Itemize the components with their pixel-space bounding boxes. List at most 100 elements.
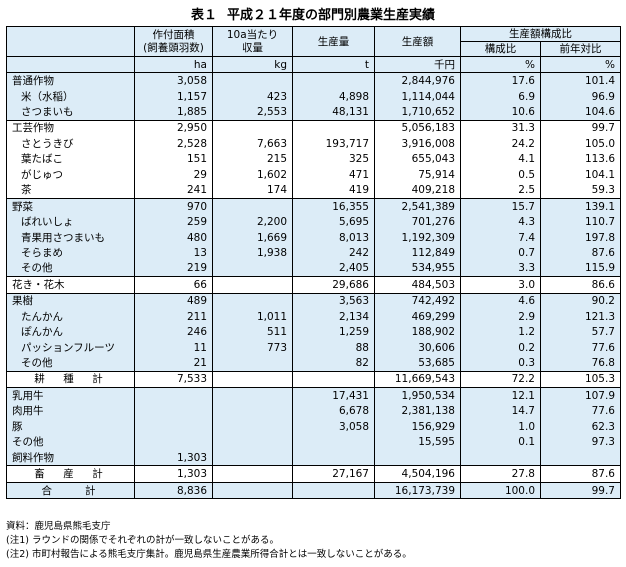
value-cell xyxy=(212,119,293,137)
header-yield: 10a当たり 収量 xyxy=(212,26,293,57)
value-cell: 27,167 xyxy=(292,465,375,483)
value-cell: 31.3 xyxy=(460,119,541,137)
row-label: そらまめ xyxy=(6,245,135,261)
value-cell: 113.6 xyxy=(540,151,621,168)
value-cell xyxy=(212,370,293,388)
value-cell: 0.1 xyxy=(460,434,541,450)
table-row: パッションフルーツ 11 773 88 30,606 0.2 77.6 xyxy=(6,339,621,356)
value-cell: 72.2 xyxy=(460,370,541,388)
table-row: 肉用牛 6,678 2,381,138 14.7 77.6 xyxy=(6,403,621,420)
value-cell: 325 xyxy=(292,151,375,168)
value-cell: 99.7 xyxy=(540,119,621,137)
value-cell: 15.7 xyxy=(460,197,541,215)
value-cell xyxy=(292,449,375,466)
value-cell: 701,276 xyxy=(374,214,461,230)
value-cell: 0.7 xyxy=(460,245,541,261)
value-cell: 2,134 xyxy=(292,309,375,325)
value-cell: 655,043 xyxy=(374,151,461,168)
value-cell: 53,685 xyxy=(374,355,461,372)
value-cell: 87.6 xyxy=(540,465,621,483)
row-label: 合 計 xyxy=(6,481,135,500)
notes: 資料：鹿児島県熊毛支庁 (注1) ラウンドの関係でそれぞれの計が一致しないことが… xyxy=(6,520,412,562)
row-label: 工芸作物 xyxy=(6,119,135,137)
units-row: ha kg t 千円 % % xyxy=(6,55,621,73)
table-row: 普通作物 3,058 2,844,976 17.6 101.4 xyxy=(6,72,621,89)
value-cell xyxy=(134,387,213,404)
value-cell: 174 xyxy=(212,182,293,199)
value-cell: 5,056,183 xyxy=(374,119,461,137)
value-cell: 1,303 xyxy=(134,465,213,483)
value-cell xyxy=(212,434,293,450)
table-row: 米（水稲） 1,157 423 4,898 1,114,044 6.9 96.9 xyxy=(6,88,621,105)
unit-cell xyxy=(6,55,135,73)
value-cell xyxy=(134,434,213,450)
value-cell: 88 xyxy=(292,339,375,356)
value-cell: 423 xyxy=(212,88,293,105)
value-cell: 105.3 xyxy=(540,370,621,388)
table-row: 果樹 489 3,563 742,492 4.6 90.2 xyxy=(6,292,621,309)
row-label: 葉たばこ xyxy=(6,151,135,168)
row-label: 飼料作物 xyxy=(6,449,135,466)
value-cell: 1,259 xyxy=(292,324,375,340)
table-row: 豚 3,058 156,929 1.0 62.3 xyxy=(6,419,621,435)
value-cell: 1,669 xyxy=(212,229,293,246)
value-cell: 215 xyxy=(212,151,293,168)
value-cell xyxy=(212,419,293,435)
value-cell: 48,131 xyxy=(292,104,375,121)
row-label: 果樹 xyxy=(6,292,135,309)
value-cell: 105.0 xyxy=(540,136,621,152)
value-cell: 13 xyxy=(134,245,213,261)
table-row: その他 15,595 0.1 97.3 xyxy=(6,434,621,450)
table-row: 畜 産 計 1,303 27,167 4,504,196 27.8 87.6 xyxy=(6,465,621,483)
value-cell: 87.6 xyxy=(540,245,621,261)
row-label: 畜 産 計 xyxy=(6,465,135,483)
value-cell: 6,678 xyxy=(292,403,375,420)
value-cell xyxy=(292,434,375,450)
table-row: その他 21 82 53,685 0.3 76.8 xyxy=(6,355,621,372)
value-cell: 104.1 xyxy=(540,167,621,183)
value-cell: 2.5 xyxy=(460,182,541,199)
value-cell: 1.2 xyxy=(460,324,541,340)
value-cell: 62.3 xyxy=(540,419,621,435)
value-cell: 3,058 xyxy=(292,419,375,435)
header-yoy: 前年対比 xyxy=(540,41,621,57)
unit-cell: % xyxy=(540,55,621,73)
value-cell: 77.6 xyxy=(540,403,621,420)
value-cell: 16,173,739 xyxy=(374,481,461,500)
value-cell: 21 xyxy=(134,355,213,372)
value-cell xyxy=(292,481,375,500)
value-cell xyxy=(212,197,293,215)
header-area: 作付面積 (飼養頭羽数) xyxy=(134,26,213,57)
table-number: 表１ xyxy=(190,8,217,23)
value-cell: 2,200 xyxy=(212,214,293,230)
row-label: 野菜 xyxy=(6,197,135,215)
value-cell: 469,299 xyxy=(374,309,461,325)
value-cell xyxy=(540,449,621,466)
row-label: 青果用さつまいも xyxy=(6,229,135,246)
row-label: その他 xyxy=(6,434,135,450)
value-cell xyxy=(292,370,375,388)
value-cell: 511 xyxy=(212,324,293,340)
value-cell xyxy=(212,260,293,277)
row-label: その他 xyxy=(6,260,135,277)
value-cell: 1,885 xyxy=(134,104,213,121)
value-cell: 12.1 xyxy=(460,387,541,404)
value-cell xyxy=(374,449,461,466)
table-row: 合 計 8,836 16,173,739 100.0 99.7 xyxy=(6,481,621,500)
value-cell: 1,710,652 xyxy=(374,104,461,121)
value-cell: 17,431 xyxy=(292,387,375,404)
value-cell: 219 xyxy=(134,260,213,277)
header-value: 生産額 xyxy=(374,26,461,57)
value-cell: 4.1 xyxy=(460,151,541,168)
value-cell: 139.1 xyxy=(540,197,621,215)
row-label: 米（水稲） xyxy=(6,88,135,105)
value-cell: 76.8 xyxy=(540,355,621,372)
value-cell: 90.2 xyxy=(540,292,621,309)
value-cell xyxy=(212,72,293,89)
value-cell: 7,533 xyxy=(134,370,213,388)
value-cell: 534,955 xyxy=(374,260,461,277)
value-cell: 246 xyxy=(134,324,213,340)
table-title: 表１ 平成２１年度の部門別農業生産実績 xyxy=(0,4,626,23)
row-label: 普通作物 xyxy=(6,72,135,89)
value-cell: 970 xyxy=(134,197,213,215)
